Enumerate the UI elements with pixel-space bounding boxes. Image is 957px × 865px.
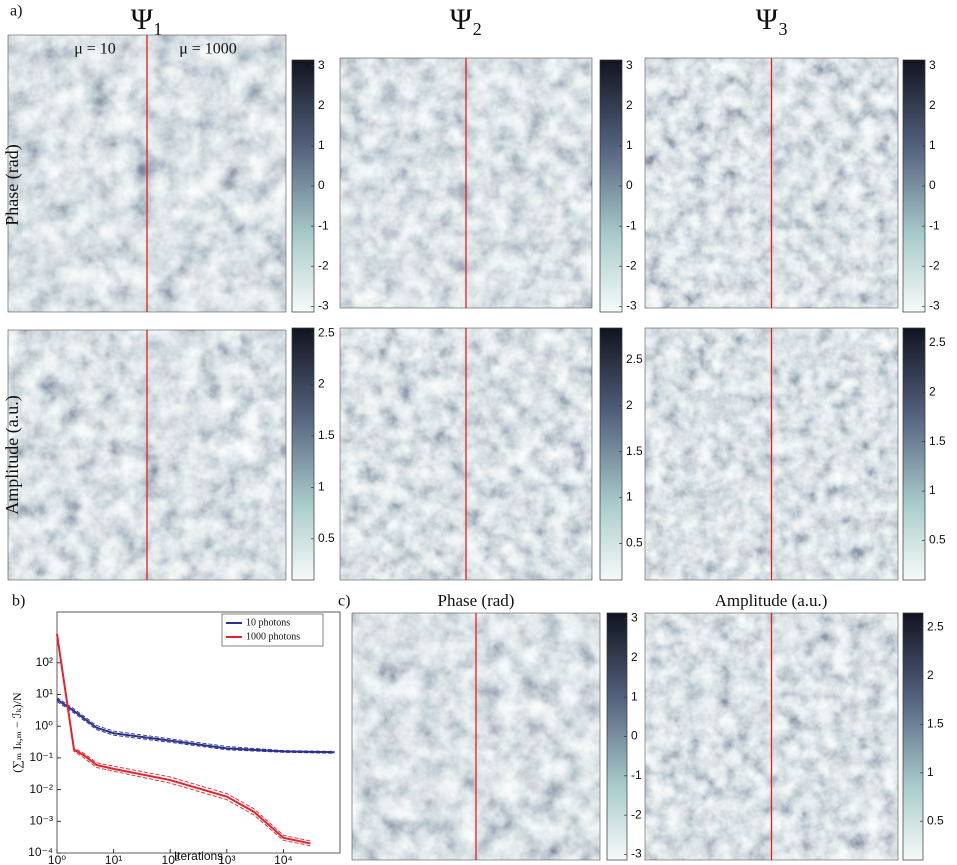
colorbar-tick-label: 1 <box>631 689 638 703</box>
colorbar-tick-label: 2 <box>631 650 638 664</box>
panel-label: a) <box>10 3 22 20</box>
colorbar-tick-label: 2 <box>927 668 934 682</box>
colorbar <box>292 60 314 312</box>
row-label: Amplitude (a.u.) <box>2 395 23 514</box>
colorbar-tick-label: 1 <box>318 138 325 152</box>
colorbar-tick-label: 3 <box>631 611 638 625</box>
y-tick-label: 10² <box>36 655 53 669</box>
colorbar <box>903 60 925 312</box>
colorbar-tick-label: -2 <box>929 258 940 272</box>
colorbar-tick-label: 2 <box>318 377 325 391</box>
colorbar-tick-label: -3 <box>929 299 940 313</box>
plot-frame <box>57 612 340 853</box>
y-tick-label: 10⁻⁴ <box>28 845 53 859</box>
colorbar-tick-label: 3 <box>929 58 936 72</box>
column-title: Ψ₂ <box>450 3 483 36</box>
panel-title: Phase (rad) <box>438 591 515 610</box>
colorbar-tick-label: 1.5 <box>318 428 335 442</box>
colorbar-tick-label: 1.5 <box>626 444 643 458</box>
colorbar-tick-label: 1.5 <box>927 717 944 731</box>
colorbar-tick-label: 2 <box>626 98 633 112</box>
colorbar-tick-label: 0.5 <box>927 813 944 827</box>
series-line <box>57 634 310 843</box>
colorbar-tick-label: -1 <box>318 218 329 232</box>
colorbar-tick-label: 2.5 <box>626 352 643 366</box>
x-tick-label: 10¹ <box>105 853 122 865</box>
colorbar-tick-label: 0 <box>929 178 936 192</box>
column-title: Ψ₃ <box>756 3 789 36</box>
colorbar-tick-label: 3 <box>626 58 633 72</box>
y-tick-label: 10¹ <box>36 687 53 701</box>
colorbar-tick-label: 2 <box>929 384 936 398</box>
colorbar-tick-label: -3 <box>631 847 642 861</box>
colorbar <box>600 60 622 312</box>
colorbar-tick-label: 1 <box>927 765 934 779</box>
panel-title: Amplitude (a.u.) <box>715 591 828 610</box>
y-axis-label: (∑ₘ Iₖ,ₘ − ℐₖ)/N <box>10 692 24 773</box>
colorbar <box>903 613 923 860</box>
error-band-line <box>57 633 310 841</box>
panel-label: c) <box>338 593 350 610</box>
x-axis-label: Iterations <box>174 849 223 863</box>
y-tick-label: 10⁻¹ <box>29 750 53 764</box>
colorbar-tick-label: -2 <box>626 258 637 272</box>
y-tick-label: 10⁻² <box>29 782 53 796</box>
colorbar <box>600 328 622 580</box>
colorbar-tick-label: 2 <box>318 98 325 112</box>
x-tick-label: 10⁴ <box>274 853 293 865</box>
colorbar-tick-label: 2.5 <box>318 325 335 339</box>
colorbar-tick-label: 1 <box>929 138 936 152</box>
colorbar <box>903 328 925 580</box>
colorbar-tick-label: -3 <box>626 299 637 313</box>
colorbar-tick-label: 2.5 <box>929 335 946 349</box>
legend-label: 10 photons <box>246 617 290 628</box>
colorbar-tick-label: 0.5 <box>929 533 946 547</box>
legend-label: 1000 photons <box>246 631 300 642</box>
colorbar-tick-label: 0 <box>626 178 633 192</box>
colorbar-tick-label: 2 <box>929 98 936 112</box>
colorbar-tick-label: 1.5 <box>929 434 946 448</box>
panel-label: b) <box>12 593 25 610</box>
colorbar-tick-label: 1 <box>929 483 936 497</box>
mu-label: μ = 10 <box>74 41 116 58</box>
error-band-line <box>57 636 310 846</box>
colorbar-tick-label: 3 <box>318 58 325 72</box>
colorbar-tick-label: 2.5 <box>927 620 944 634</box>
colorbar-tick-label: 2 <box>626 398 633 412</box>
figure: a) b) c) Ψ₁ 3 2 1 0 -1 -2 -3 0.5 1 1.5 2 2.5 Ψ₂ 3 2 1 0 -1 -2 -… <box>0 0 957 865</box>
colorbar-tick-label: 1 <box>626 138 633 152</box>
y-tick-label: 10⁰ <box>35 718 53 732</box>
column-title: Ψ₁ <box>131 3 164 36</box>
colorbar-tick-label: 1 <box>318 480 325 494</box>
colorbar-tick-label: 0.5 <box>318 531 335 545</box>
colorbar-tick-label: -1 <box>929 218 940 232</box>
colorbar-tick-label: -1 <box>626 218 637 232</box>
colorbar-tick-label: 0.5 <box>626 536 643 550</box>
mu-label: μ = 1000 <box>179 41 237 58</box>
colorbar-tick-label: -2 <box>631 807 642 821</box>
colorbar-tick-label: -3 <box>318 299 329 313</box>
colorbar-tick-label: -1 <box>631 768 642 782</box>
colorbar <box>292 328 314 580</box>
colorbar-tick-label: 1 <box>626 490 633 504</box>
row-label: Phase (rad) <box>2 144 23 225</box>
colorbar-tick-label: 0 <box>631 729 638 743</box>
colorbar-tick-label: -2 <box>318 258 329 272</box>
colorbar-tick-label: 0 <box>318 178 325 192</box>
y-tick-label: 10⁻³ <box>29 813 53 827</box>
